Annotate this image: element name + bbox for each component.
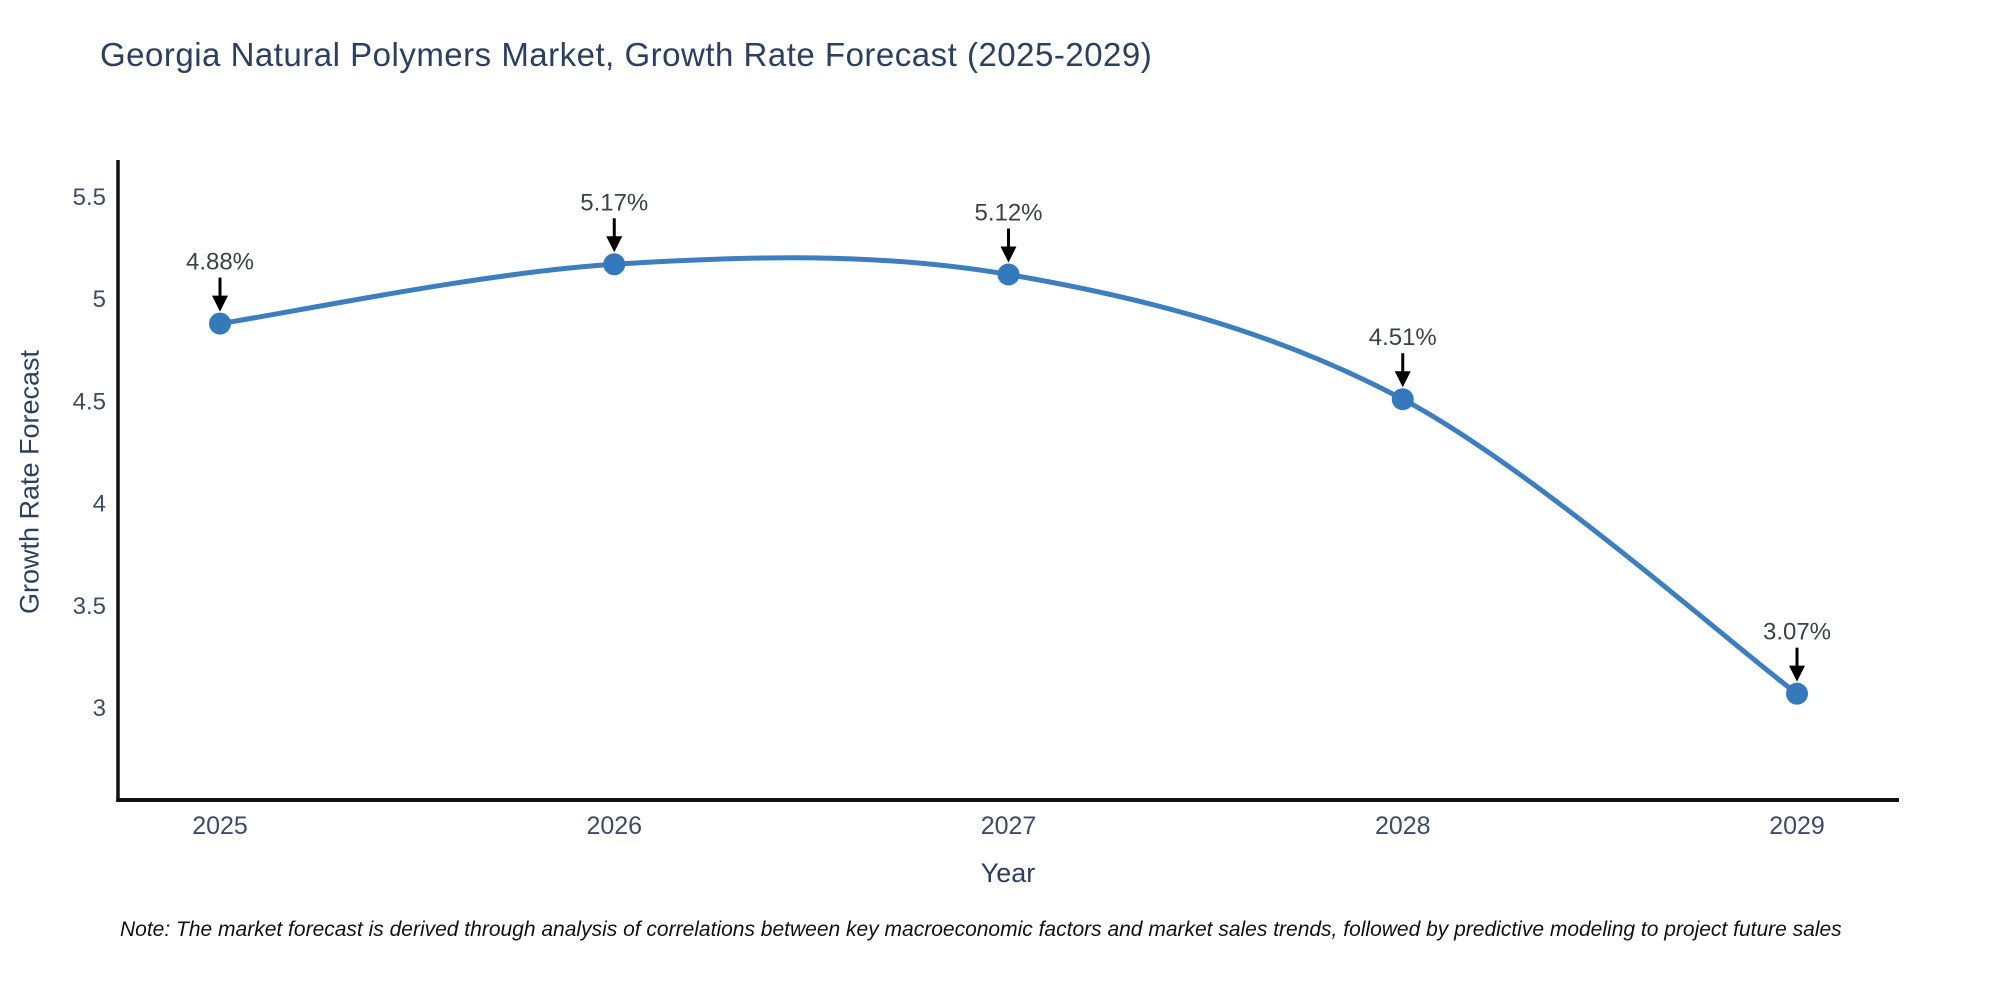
- y-tick-label: 3: [93, 695, 106, 722]
- x-tick-label: 2027: [981, 812, 1037, 840]
- y-tick-label: 4: [93, 491, 106, 518]
- x-axis-title: Year: [980, 858, 1036, 888]
- annotation-label: 5.17%: [580, 189, 648, 216]
- y-axis-title: Growth Rate Forecast: [14, 349, 45, 615]
- x-tick-label: 2028: [1375, 812, 1431, 840]
- chart-title: Georgia Natural Polymers Market, Growth …: [100, 36, 1153, 73]
- annotation-label: 5.12%: [974, 200, 1042, 227]
- data-point: [209, 312, 231, 335]
- forecast-line: [217, 255, 1800, 697]
- annotation-label: 4.88%: [186, 249, 254, 276]
- annotation-arrowhead: [1000, 246, 1017, 263]
- x-tick-label: 2025: [192, 812, 248, 840]
- y-tick-label: 3.5: [73, 593, 106, 620]
- annotation-arrowhead: [1789, 665, 1805, 682]
- y-tick-label: 5.5: [73, 184, 106, 211]
- footnote: Note: The market forecast is derived thr…: [120, 918, 1842, 941]
- data-point: [1391, 388, 1414, 411]
- data-point: [1786, 682, 1808, 705]
- y-tick-label: 4.5: [73, 388, 106, 415]
- annotation-label: 3.07%: [1763, 619, 1831, 646]
- annotation-arrowhead: [1394, 371, 1411, 388]
- annotation-arrowhead: [606, 236, 623, 253]
- data-point: [997, 263, 1020, 286]
- annotation-arrowhead: [212, 295, 228, 312]
- annotation-label: 4.51%: [1369, 324, 1437, 351]
- data-point: [603, 253, 626, 276]
- x-tick-label: 2026: [586, 812, 642, 840]
- y-tick-label: 5: [93, 286, 106, 313]
- x-tick-label: 2029: [1769, 812, 1825, 840]
